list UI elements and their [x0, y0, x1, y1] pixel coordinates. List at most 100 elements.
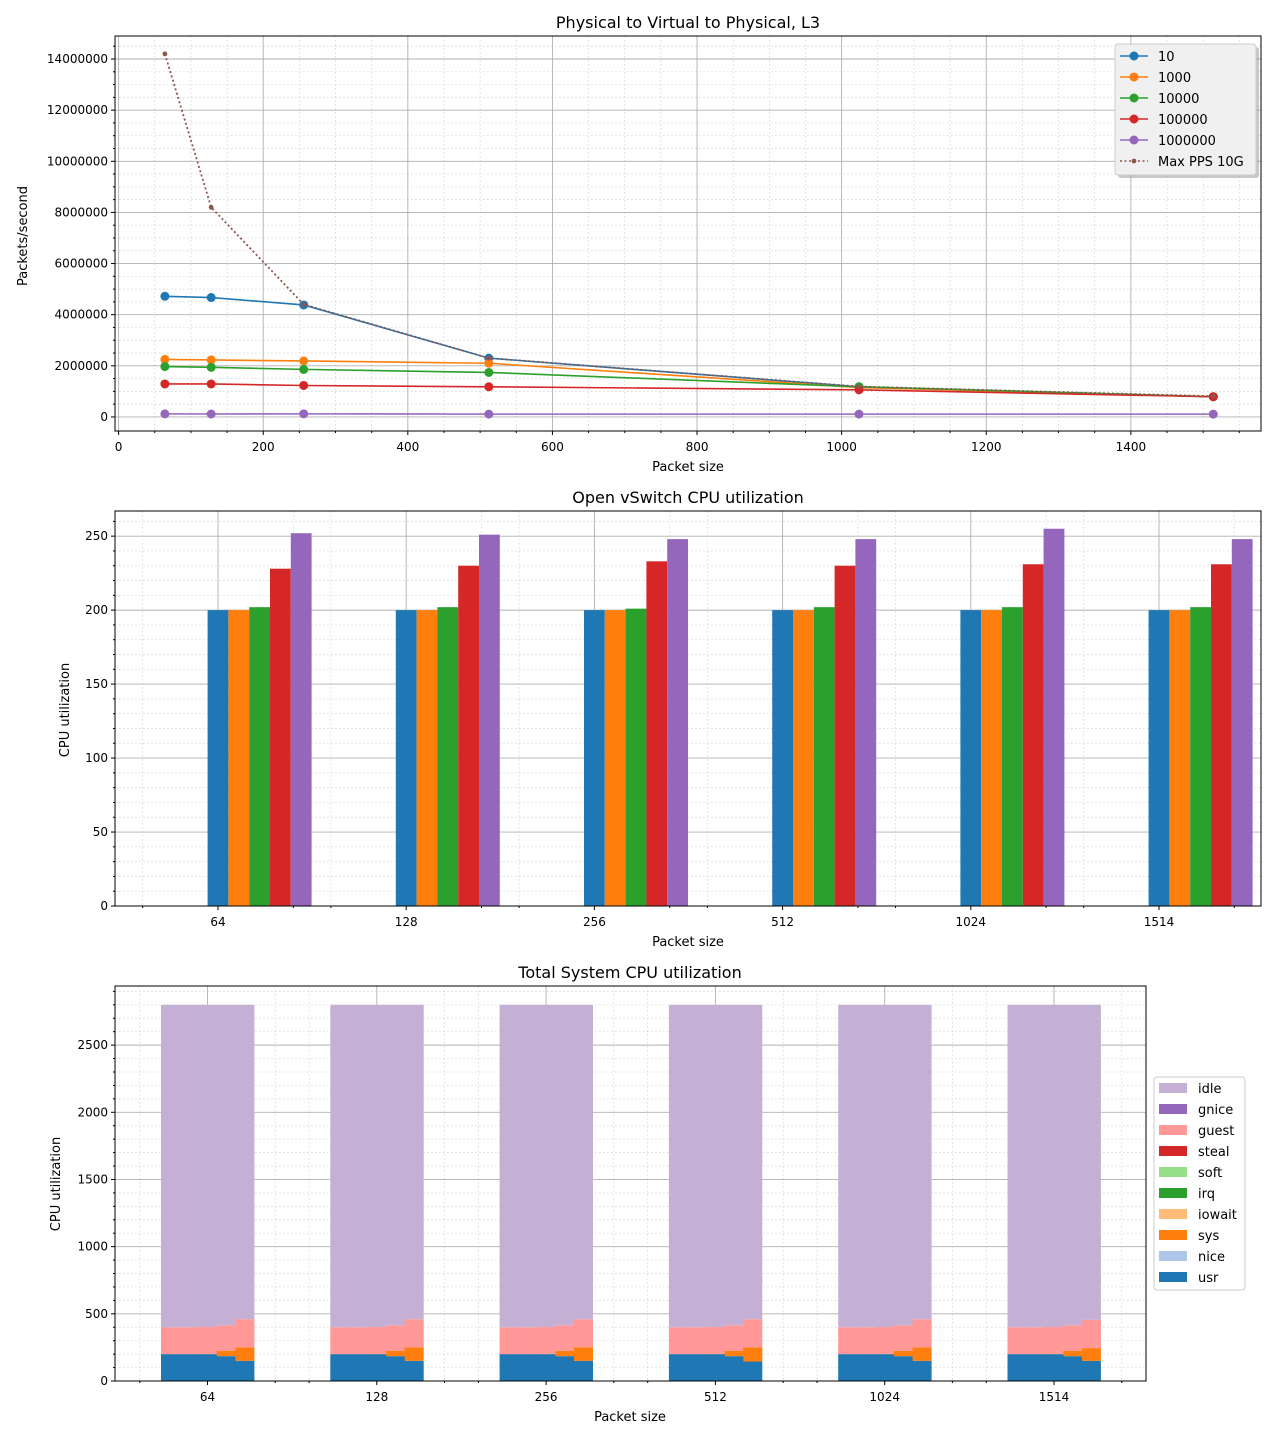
stack-segment	[912, 1360, 932, 1381]
legend-marker	[1129, 51, 1139, 61]
bar	[667, 539, 688, 906]
bar	[437, 607, 459, 906]
x-tick-label: 1400	[1116, 440, 1147, 454]
bar	[646, 561, 668, 906]
bar	[855, 539, 877, 906]
stack-segment	[724, 1325, 744, 1351]
y-tick-label: 2500	[77, 1038, 108, 1052]
legend-label: 10000	[1158, 92, 1199, 107]
stack-segment	[687, 1004, 707, 1328]
stack-segment	[668, 1327, 688, 1355]
stack-segment	[838, 1004, 858, 1328]
stack-segment	[1063, 1004, 1083, 1326]
stack-segment	[724, 1004, 744, 1326]
stack-segment	[668, 1004, 688, 1328]
bar	[1148, 610, 1170, 906]
stack-segment	[856, 1354, 876, 1381]
data-point	[299, 380, 309, 390]
stack-segment	[1044, 1354, 1064, 1381]
bar	[479, 534, 500, 906]
y-tick-label: 4000000	[55, 308, 108, 322]
stack-segment	[404, 1004, 424, 1320]
stack-segment	[574, 1360, 593, 1381]
stack-segment	[706, 1354, 726, 1381]
line-series	[160, 51, 1218, 419]
stack-segment	[1007, 1327, 1027, 1355]
legend-label: gnice	[1198, 1103, 1233, 1118]
legend-box	[1114, 43, 1257, 176]
bar	[270, 568, 291, 906]
data-point	[484, 382, 494, 392]
stack-segment	[536, 1326, 556, 1354]
y-tick-label: 2000000	[55, 359, 108, 373]
stack-segment	[404, 1360, 424, 1381]
data-point	[484, 358, 494, 368]
legend-label: sys	[1198, 1229, 1219, 1244]
bar	[960, 610, 982, 906]
stack-segment	[179, 1354, 199, 1381]
stack-segment	[894, 1325, 913, 1351]
legend-label: irq	[1198, 1187, 1215, 1202]
data-point	[301, 302, 307, 307]
legend-label: guest	[1198, 1124, 1234, 1139]
stack-segment	[743, 1004, 763, 1320]
y-tick-label: 0	[100, 899, 108, 913]
data-point	[208, 204, 214, 210]
y-tick-label: 2000	[77, 1105, 108, 1119]
legend: 10 1000 10000 100000 1000000 Max PPS 10G	[1114, 43, 1259, 178]
y-tick-label: 150	[85, 677, 108, 691]
stack-segment	[894, 1356, 913, 1381]
legend-items: 10 1000 10000 100000 1000000 Max PPS 10G	[1120, 50, 1244, 170]
y-tick-label: 500	[85, 1307, 108, 1321]
stack-segment	[198, 1354, 218, 1381]
bar	[458, 565, 479, 906]
bar	[772, 610, 793, 906]
stack-segment	[875, 1004, 895, 1327]
x-tick-label: 200	[252, 440, 275, 454]
legend-swatch	[1159, 1125, 1187, 1135]
data-point	[486, 355, 492, 361]
stack-segment	[216, 1350, 236, 1357]
stack-segment	[1007, 1004, 1027, 1328]
stack-segment	[536, 1004, 556, 1327]
y-tick-label: 1000	[77, 1240, 108, 1254]
x-tick-label: 1024	[869, 1390, 900, 1404]
stack-segment	[348, 1004, 368, 1328]
bar	[604, 610, 626, 906]
legend: idle gnice guest steal soft irq iowait sys nice u…	[1153, 1076, 1246, 1291]
data-point	[299, 356, 309, 366]
stack-segment	[404, 1347, 424, 1361]
data-point	[856, 384, 862, 389]
legend-label: 100000	[1158, 113, 1208, 128]
stack-segment	[216, 1325, 236, 1351]
stack-segment	[518, 1004, 538, 1328]
stack-segment	[1063, 1350, 1083, 1357]
bar	[1002, 607, 1023, 906]
stack-segment	[1026, 1327, 1046, 1355]
stack-segment	[348, 1354, 368, 1381]
data-point	[160, 362, 170, 372]
stack-segment	[912, 1004, 932, 1320]
stack-segment	[1007, 1354, 1027, 1381]
legend-label: 1000000	[1158, 134, 1216, 149]
stack-segment	[894, 1004, 913, 1326]
stack-segment	[724, 1356, 744, 1381]
data-point	[160, 409, 170, 419]
stack-segment	[706, 1004, 726, 1327]
stack-segment	[198, 1326, 218, 1354]
stack-segment	[555, 1350, 575, 1357]
x-tick-label: 600	[541, 440, 564, 454]
bar	[207, 610, 229, 906]
stack-segment	[216, 1004, 236, 1326]
data-point	[160, 379, 170, 389]
line-chart: 0 200 400 600 800 1000 1200 1400 0 2000000 4000000…	[16, 13, 1262, 475]
legend-swatch	[1159, 1188, 1187, 1198]
stack-segment	[367, 1004, 387, 1327]
legend-marker	[1129, 114, 1139, 124]
data-point	[206, 355, 216, 365]
legend-label: Max PPS 10G	[1158, 155, 1244, 170]
stack-segment	[518, 1354, 538, 1381]
y-tick-label: 14000000	[47, 52, 108, 66]
stack-segment	[1081, 1348, 1101, 1361]
legend-label: steal	[1198, 1145, 1229, 1160]
